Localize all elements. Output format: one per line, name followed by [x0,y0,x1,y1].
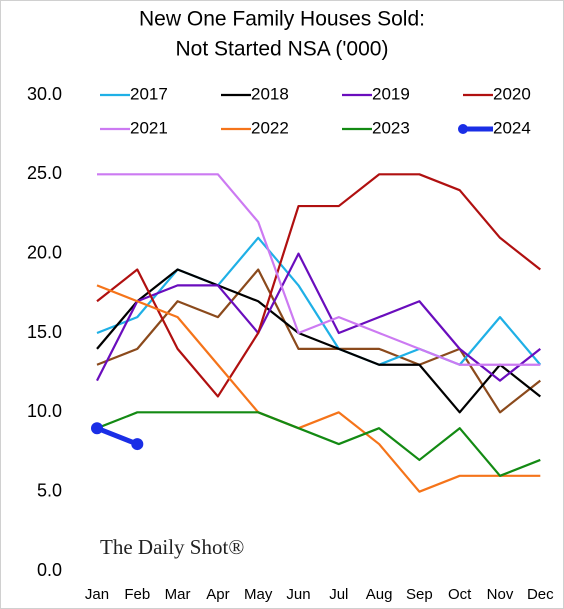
series-line [96,252,541,382]
legend-label: 2018 [251,84,289,103]
series-line [96,284,541,493]
legend-label: 2020 [493,84,531,103]
y-tick-label: 0.0 [37,560,62,580]
series-line [97,173,541,366]
x-tick-label: Oct [448,586,472,603]
watermark: The Daily Shot® [100,535,244,559]
x-tick-label: Dec [527,586,554,603]
x-tick-label: Aug [366,586,393,603]
x-tick-label: Jan [85,586,109,603]
point [131,438,144,451]
x-tick-label: Jul [329,586,348,603]
y-tick-label: 5.0 [37,480,62,500]
x-tick-label: Mar [165,586,191,603]
legend-label: 2023 [372,118,410,137]
y-tick-label: 30.0 [27,84,62,104]
legend-label: 2024 [493,118,531,137]
legend-marker [458,124,468,134]
x-tick-label: Nov [487,586,514,603]
series-line [96,236,542,366]
series-line [96,268,541,414]
series-line [96,173,541,398]
legend-label: 2019 [372,84,410,103]
y-tick-label: 15.0 [27,322,62,342]
series-line [96,425,139,447]
x-tick-label: May [244,586,273,603]
series-line [96,411,541,477]
chart-title: Not Started NSA ('000) [176,38,389,61]
point [91,422,103,435]
legend-label: 2022 [251,118,289,137]
x-tick-label: Sep [406,586,433,603]
y-tick-label: 25.0 [27,163,62,183]
y-tick-label: 20.0 [27,242,62,262]
chart-title: New One Family Houses Sold: [139,8,425,31]
series-line [96,268,541,414]
legend-label: 2017 [130,84,168,103]
x-tick-label: Apr [206,586,229,603]
x-tick-label: Jun [286,586,310,603]
legend-label: 2021 [130,118,168,137]
y-tick-label: 10.0 [27,401,62,421]
x-tick-label: Feb [124,586,150,603]
